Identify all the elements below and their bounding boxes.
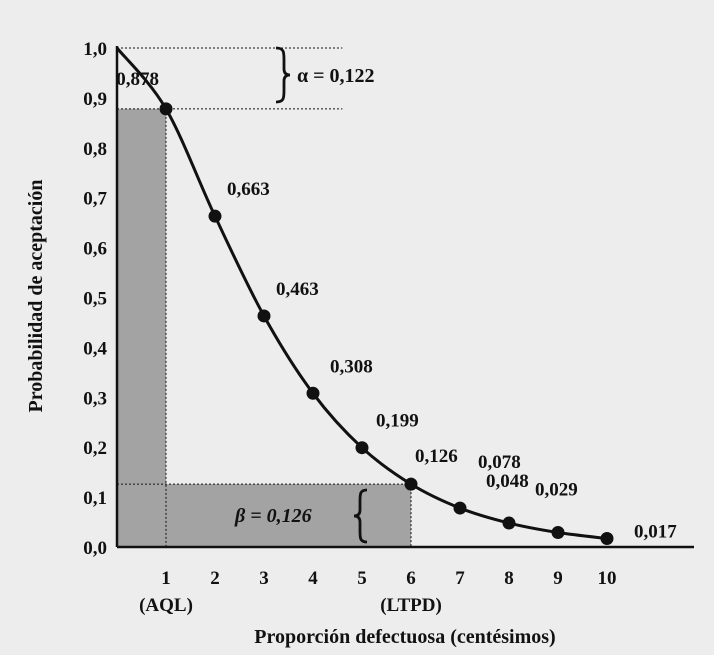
- y-tick-label: 0,3: [83, 388, 107, 409]
- data-point: [502, 516, 516, 530]
- x-tick-label: 6: [406, 568, 416, 589]
- data-point: [600, 532, 614, 546]
- x-tick-label: 3: [259, 568, 269, 589]
- data-label: 0,878: [116, 69, 159, 90]
- data-point: [208, 209, 222, 223]
- data-point: [551, 526, 565, 540]
- shaded-regions: [117, 108, 411, 548]
- y-tick-label: 0,6: [83, 239, 107, 260]
- data-point: [306, 386, 320, 400]
- x-tick-label: 5: [357, 568, 367, 589]
- data-point: [355, 441, 369, 455]
- y-tick-label: 1,0: [83, 39, 107, 60]
- data-point: [159, 102, 173, 116]
- data-points: [159, 102, 614, 546]
- x-tick-label: 8: [504, 568, 514, 589]
- beta-annotation: β = 0,126: [234, 505, 312, 527]
- data-label: 0,663: [227, 179, 270, 200]
- beta-brace: [353, 488, 368, 544]
- data-label: 0,029: [535, 480, 578, 501]
- data-point: [453, 501, 467, 515]
- x-tick-label: 10: [598, 568, 617, 589]
- data-point: [404, 477, 418, 491]
- alpha-region: [117, 108, 166, 548]
- y-tick-label: 0,8: [83, 139, 107, 160]
- y-tick-label: 0,5: [83, 289, 107, 310]
- data-label: 0,017: [634, 522, 677, 543]
- x-tick-label: 7: [455, 568, 465, 589]
- y-tick-label: 0,1: [83, 488, 107, 509]
- y-axis-title: Probabilidad de aceptación: [25, 180, 47, 413]
- data-point: [257, 309, 271, 323]
- y-tick-label: 0,2: [83, 438, 107, 459]
- oc-curve: [115, 47, 608, 541]
- data-label: 0,048: [486, 471, 529, 492]
- x-tick-label: 4: [308, 568, 318, 589]
- y-tick-label: 0,9: [83, 89, 107, 110]
- x-tick-label: 9: [553, 568, 563, 589]
- y-tick-label: 0,4: [83, 338, 107, 359]
- y-tick-labels: 0,0 0,1 0,2 0,3 0,4 0,5 0,6 0,7 0,8 0,9 1,0: [83, 39, 107, 559]
- data-label: 0,463: [276, 279, 319, 300]
- x-sub-label: (AQL): [139, 595, 193, 616]
- data-label: 0,199: [376, 411, 419, 432]
- x-axis-title: Proporción defectuosa (centésimos): [254, 626, 555, 648]
- x-tick-labels: 1 2 3 4 5 6 7 8 9 10 (AQL) (LTPD): [139, 568, 616, 616]
- x-sub-label: (LTPD): [380, 595, 442, 616]
- alpha-annotation: α = 0,122: [297, 65, 375, 87]
- x-tick-label: 1: [161, 568, 171, 589]
- beta-region: [166, 484, 411, 547]
- y-tick-label: 0,7: [83, 189, 107, 210]
- data-label: 0,078: [478, 452, 521, 473]
- y-tick-label: 0,0: [83, 538, 107, 559]
- data-labels: 0,878 0,663 0,463 0,308 0,199 0,126 0,0780,048…: [116, 69, 677, 543]
- guide-lines: [117, 47, 412, 547]
- alpha-brace: [275, 46, 291, 104]
- x-tick-label: 2: [210, 568, 220, 589]
- data-label: 0,126: [415, 446, 458, 467]
- data-label: 0,308: [330, 356, 373, 377]
